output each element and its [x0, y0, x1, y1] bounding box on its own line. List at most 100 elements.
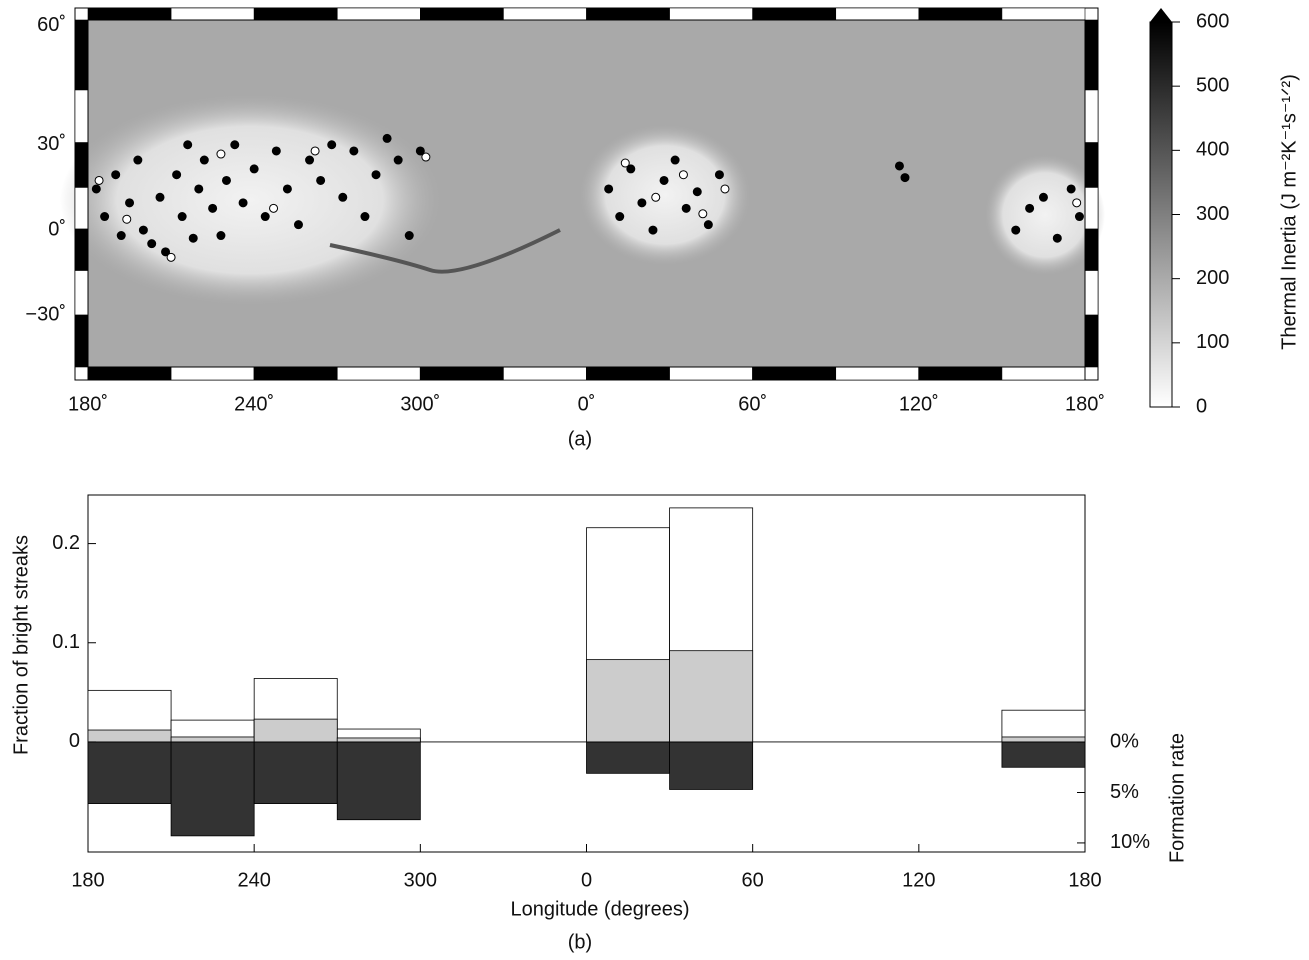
- colorbar-arrow: [1150, 8, 1172, 22]
- streak-point: [195, 185, 203, 193]
- streak-point: [660, 176, 668, 184]
- streak-point: [679, 171, 687, 179]
- bar: [1002, 742, 1085, 767]
- y2-tick-label: 10%: [1110, 831, 1150, 853]
- x-tick-label: 120: [902, 869, 935, 891]
- frame-segment: [337, 8, 420, 20]
- frame-segment: [587, 367, 670, 380]
- x-axis-label: Longitude (degrees): [510, 898, 689, 920]
- streak-point: [178, 213, 186, 221]
- streak-point: [350, 147, 358, 155]
- bar: [88, 730, 171, 742]
- x-tick-label: 0˚: [578, 393, 596, 415]
- y-tick-label: 0: [69, 730, 80, 752]
- bar: [88, 742, 171, 804]
- streak-point: [200, 156, 208, 164]
- x-tick-label: 180: [71, 869, 104, 891]
- x-tick-label: 180˚: [1065, 393, 1105, 415]
- streak-point: [1012, 226, 1020, 234]
- x-tick-label: 240˚: [234, 393, 274, 415]
- frame-segment: [88, 367, 171, 380]
- frame-segment: [836, 367, 919, 380]
- frame-segment: [254, 367, 337, 380]
- streak-point: [217, 150, 225, 158]
- streak-point: [383, 134, 391, 142]
- x-tick-label: 180: [1068, 869, 1101, 891]
- streak-point: [306, 156, 314, 164]
- streak-point: [92, 185, 100, 193]
- bright-region: [580, 125, 750, 265]
- y-tick-label: 0.2: [52, 532, 80, 554]
- streak-point: [209, 204, 217, 212]
- y-tick-label: 60˚: [37, 14, 66, 36]
- x-tick-label: 0: [581, 869, 592, 891]
- x-tick-label: 300: [404, 869, 437, 891]
- streak-point: [283, 185, 291, 193]
- streak-point: [250, 165, 258, 173]
- streak-point: [616, 213, 624, 221]
- y-tick-label: 0.1: [52, 631, 80, 653]
- frame-segment: [1002, 367, 1085, 380]
- streak-point: [682, 204, 690, 212]
- streak-point: [126, 199, 134, 207]
- streak-point: [649, 226, 657, 234]
- streak-point: [173, 171, 181, 179]
- colorbar-tick-label: 0: [1196, 395, 1207, 417]
- frame-segment: [420, 8, 503, 20]
- bright-region: [60, 95, 440, 305]
- streak-point: [101, 213, 109, 221]
- streak-point: [1073, 199, 1081, 207]
- streak-point: [1039, 193, 1047, 201]
- frame-segment: [75, 270, 88, 315]
- frame-segment: [420, 367, 503, 380]
- frame-segment: [919, 367, 1002, 380]
- streak-point: [112, 171, 120, 179]
- caption: (b): [568, 931, 592, 953]
- streak-point: [652, 193, 660, 201]
- bar: [670, 651, 753, 742]
- streak-point: [372, 171, 380, 179]
- bar: [254, 719, 337, 742]
- y-tick-label: −30˚: [25, 304, 66, 326]
- streak-point: [621, 159, 629, 167]
- x-tick-label: 120˚: [899, 393, 939, 415]
- streak-point: [189, 234, 197, 242]
- x-tick-label: 240: [237, 869, 270, 891]
- y2-tick-label: 5%: [1110, 781, 1139, 803]
- streak-point: [272, 147, 280, 155]
- streak-point: [123, 215, 131, 223]
- bar: [171, 737, 254, 742]
- streak-point: [231, 141, 239, 149]
- colorbar: [1150, 22, 1172, 407]
- streak-point: [239, 199, 247, 207]
- x-tick-label: 180˚: [68, 393, 108, 415]
- frame-segment: [75, 90, 88, 143]
- colorbar-tick-label: 300: [1196, 203, 1229, 225]
- frame-segment: [670, 367, 753, 380]
- x-tick-label: 60˚: [738, 393, 767, 415]
- streak-point: [671, 156, 679, 164]
- frame-segment: [503, 367, 586, 380]
- streak-point: [901, 174, 909, 182]
- y-tick-label: 0˚: [48, 218, 66, 240]
- frame-segment: [1085, 315, 1098, 367]
- bar: [171, 742, 254, 836]
- bar: [587, 660, 670, 742]
- caption: (a): [568, 428, 592, 450]
- frame-segment: [171, 367, 254, 380]
- streak-point: [721, 185, 729, 193]
- colorbar-label: Thermal Inertia (J m⁻²K⁻¹s⁻¹ᐟ²): [1278, 74, 1300, 350]
- streak-point: [339, 193, 347, 201]
- bar: [337, 742, 420, 820]
- frame-segment: [503, 8, 586, 20]
- colorbar-tick-label: 600: [1196, 10, 1229, 32]
- streak-point: [261, 213, 269, 221]
- streak-point: [184, 141, 192, 149]
- colorbar-tick-label: 200: [1196, 267, 1229, 289]
- frame-segment: [753, 8, 836, 20]
- streak-point: [311, 147, 319, 155]
- frame-segment: [337, 367, 420, 380]
- bar: [587, 742, 670, 773]
- frame-segment: [836, 8, 919, 20]
- bar: [254, 742, 337, 804]
